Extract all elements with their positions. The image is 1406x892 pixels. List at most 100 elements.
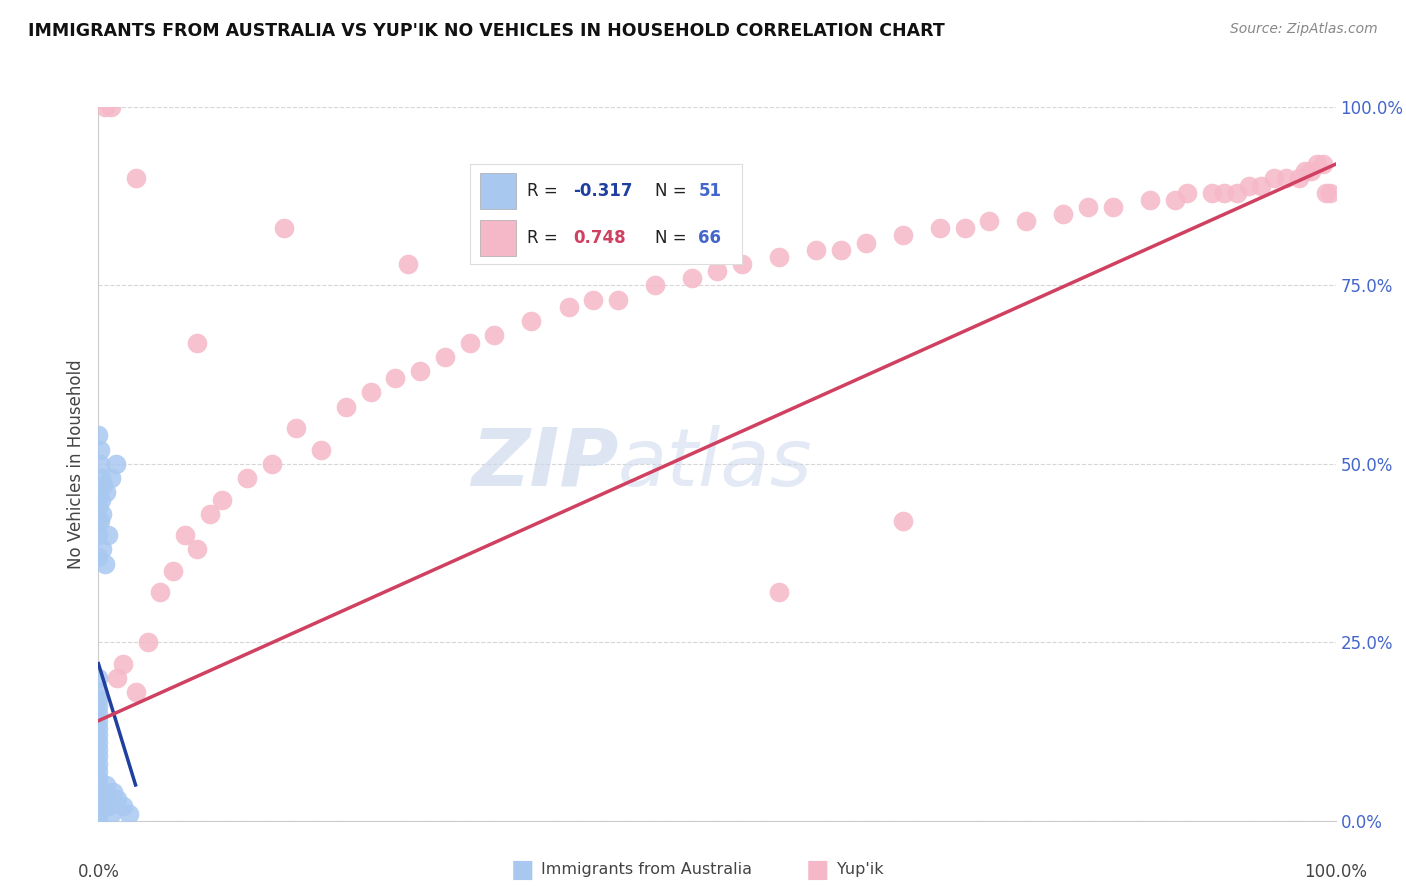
Text: Source: ZipAtlas.com: Source: ZipAtlas.com bbox=[1230, 22, 1378, 37]
Point bbox=[97, 799, 120, 814]
Point bbox=[87, 549, 110, 564]
Point bbox=[644, 278, 666, 293]
Point bbox=[1288, 171, 1310, 186]
Point bbox=[149, 585, 172, 599]
Point bbox=[93, 557, 115, 571]
Point bbox=[830, 243, 852, 257]
Point bbox=[384, 371, 406, 385]
Point bbox=[1312, 157, 1334, 171]
Point bbox=[112, 799, 135, 814]
Point bbox=[112, 657, 135, 671]
Point bbox=[409, 364, 432, 378]
Point bbox=[87, 721, 110, 735]
Point bbox=[804, 243, 827, 257]
Point bbox=[91, 507, 114, 521]
Text: N =: N = bbox=[655, 182, 692, 200]
Point bbox=[87, 749, 110, 764]
Point bbox=[93, 785, 115, 799]
Point bbox=[87, 778, 110, 792]
Point bbox=[1306, 157, 1329, 171]
Text: IMMIGRANTS FROM AUSTRALIA VS YUP'IK NO VEHICLES IN HOUSEHOLD CORRELATION CHART: IMMIGRANTS FROM AUSTRALIA VS YUP'IK NO V… bbox=[28, 22, 945, 40]
Point bbox=[87, 742, 110, 756]
Point bbox=[97, 528, 120, 542]
Point bbox=[104, 457, 127, 471]
Point bbox=[681, 271, 703, 285]
Text: ZIP: ZIP bbox=[471, 425, 619, 503]
Point bbox=[87, 785, 110, 799]
Point bbox=[396, 257, 419, 271]
Point bbox=[94, 778, 117, 792]
Point bbox=[93, 100, 115, 114]
Point bbox=[1319, 186, 1341, 200]
Text: ■: ■ bbox=[510, 858, 534, 881]
Point bbox=[484, 328, 506, 343]
Text: 0.0%: 0.0% bbox=[77, 863, 120, 881]
Text: 0.748: 0.748 bbox=[574, 229, 626, 247]
Point bbox=[93, 478, 115, 492]
Point bbox=[360, 385, 382, 400]
Point bbox=[1175, 186, 1198, 200]
Point bbox=[1263, 171, 1285, 186]
Point bbox=[335, 400, 357, 414]
Point bbox=[520, 314, 543, 328]
Point bbox=[582, 293, 605, 307]
Point bbox=[1139, 193, 1161, 207]
Point bbox=[89, 514, 111, 528]
Point bbox=[1052, 207, 1074, 221]
Point bbox=[87, 792, 110, 806]
Point bbox=[90, 471, 112, 485]
Point bbox=[87, 514, 110, 528]
Point bbox=[1201, 186, 1223, 200]
Point bbox=[273, 221, 295, 235]
Point bbox=[186, 335, 208, 350]
Point bbox=[557, 300, 579, 314]
Point bbox=[953, 221, 976, 235]
Point bbox=[731, 257, 754, 271]
Point bbox=[87, 428, 110, 442]
Point bbox=[89, 442, 111, 457]
Text: Yup'ik: Yup'ik bbox=[837, 863, 883, 877]
Point bbox=[87, 771, 110, 785]
Point bbox=[87, 699, 110, 714]
Point bbox=[1250, 178, 1272, 193]
Text: R =: R = bbox=[527, 229, 562, 247]
Point bbox=[260, 457, 283, 471]
Point bbox=[433, 350, 456, 364]
Text: Immigrants from Australia: Immigrants from Australia bbox=[541, 863, 752, 877]
Point bbox=[96, 792, 118, 806]
Point bbox=[100, 100, 122, 114]
Point bbox=[87, 714, 110, 728]
Point bbox=[105, 671, 128, 685]
Point bbox=[236, 471, 259, 485]
Point bbox=[1015, 214, 1038, 228]
Point bbox=[1299, 164, 1322, 178]
Point bbox=[124, 685, 146, 699]
Point bbox=[87, 671, 110, 685]
Text: 100.0%: 100.0% bbox=[1305, 863, 1367, 881]
Text: -0.317: -0.317 bbox=[574, 182, 633, 200]
Point bbox=[90, 492, 112, 507]
Point bbox=[94, 485, 117, 500]
Point bbox=[93, 799, 115, 814]
Point bbox=[91, 792, 114, 806]
Text: atlas: atlas bbox=[619, 425, 813, 503]
Point bbox=[768, 585, 790, 599]
Point bbox=[87, 485, 110, 500]
Point bbox=[1077, 200, 1099, 214]
Text: R =: R = bbox=[527, 182, 562, 200]
Point bbox=[174, 528, 197, 542]
Point bbox=[706, 264, 728, 278]
Point bbox=[91, 542, 114, 557]
Point bbox=[186, 542, 208, 557]
Point bbox=[1315, 186, 1337, 200]
Point bbox=[928, 221, 950, 235]
Point bbox=[1226, 186, 1249, 200]
Point bbox=[285, 421, 308, 435]
Point bbox=[100, 806, 122, 821]
Point bbox=[87, 756, 110, 771]
Point bbox=[979, 214, 1001, 228]
Point bbox=[87, 528, 110, 542]
Point bbox=[87, 814, 110, 828]
Point bbox=[87, 500, 110, 514]
Point bbox=[162, 564, 184, 578]
